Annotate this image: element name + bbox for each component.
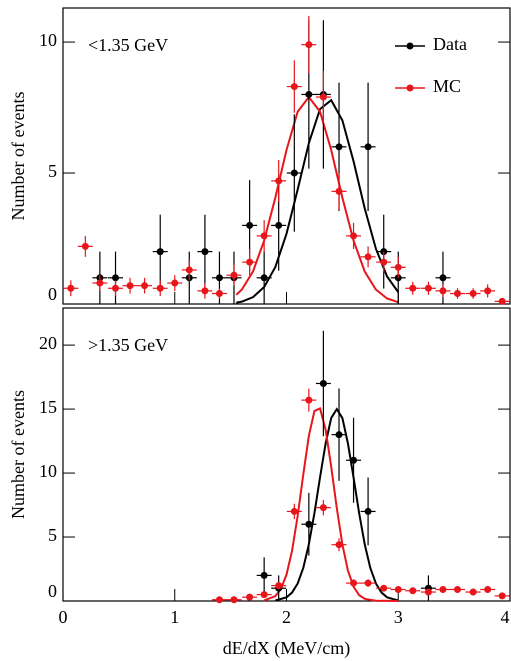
fit-curve (235, 95, 399, 304)
data-point (81, 242, 89, 250)
legend-label: Data (433, 34, 467, 54)
data-point (453, 290, 461, 298)
data-point (96, 279, 104, 287)
data-point (260, 232, 268, 240)
data-point (171, 279, 179, 287)
data-point (409, 284, 417, 292)
data-point (156, 284, 164, 292)
data-point (305, 520, 313, 528)
data-point (394, 585, 402, 593)
data-point (350, 579, 358, 587)
data-point (215, 596, 223, 604)
data-point (201, 287, 209, 295)
data-point (469, 588, 477, 596)
data-point (335, 541, 343, 549)
data-point (319, 504, 327, 512)
data-point (335, 431, 343, 439)
data-point (275, 221, 283, 229)
y-tick-label: 5 (48, 161, 57, 181)
data-point (484, 585, 492, 593)
data-point (498, 592, 506, 600)
data-point (201, 248, 209, 256)
data-point (380, 258, 388, 266)
data-point (290, 83, 298, 91)
data-point (424, 588, 432, 596)
data-point (439, 287, 447, 295)
x-axis-label: dE/dX (MeV/cm) (223, 638, 350, 659)
legend-label: MC (433, 76, 461, 96)
fit-curve (275, 407, 399, 602)
data-point (290, 507, 298, 515)
data-point (141, 282, 149, 290)
data-point (319, 379, 327, 387)
data-point (275, 582, 283, 590)
data-point (394, 263, 402, 271)
y-tick-label: 10 (39, 461, 57, 481)
data-point (67, 284, 75, 292)
data-point (275, 177, 283, 185)
panel-label: >1.35 GeV (88, 335, 168, 355)
fit-curve (263, 407, 399, 602)
data-point (260, 591, 268, 599)
data-point (215, 274, 223, 282)
data-point (409, 587, 417, 595)
data-point (319, 93, 327, 101)
legend-marker (406, 84, 414, 92)
data-point (290, 169, 298, 177)
data-point (215, 290, 223, 298)
data-point (260, 571, 268, 579)
y-tick-label: 0 (48, 284, 57, 304)
x-tick-label: 0 (59, 607, 68, 627)
data-point (364, 507, 372, 515)
data-point (335, 143, 343, 151)
data-point (185, 266, 193, 274)
data-point (350, 456, 358, 464)
data-point (498, 297, 506, 305)
y-tick-label: 20 (39, 333, 57, 353)
data-point (380, 584, 388, 592)
data-point (453, 585, 461, 593)
y-tick-label: 0 (48, 581, 57, 601)
data-point (230, 596, 238, 604)
data-point (305, 396, 313, 404)
data-point (246, 221, 254, 229)
data-point (246, 258, 254, 266)
x-tick-label: 1 (170, 607, 179, 627)
data-point (484, 287, 492, 295)
data-point (305, 41, 313, 49)
y-axis-label: Number of events (8, 390, 28, 519)
data-point (424, 284, 432, 292)
data-point (260, 274, 268, 282)
data-point (246, 593, 254, 601)
data-point (305, 90, 313, 98)
data-point (335, 187, 343, 195)
x-tick-label: 3 (394, 607, 403, 627)
legend-marker (406, 42, 414, 50)
data-point (364, 579, 372, 587)
y-tick-label: 10 (39, 30, 57, 50)
data-point (112, 274, 120, 282)
data-point (364, 253, 372, 261)
x-tick-label: 2 (282, 607, 291, 627)
data-point (126, 282, 134, 290)
data-point (469, 290, 477, 298)
data-point (439, 274, 447, 282)
y-axis-label: Number of events (8, 92, 28, 221)
data-point (364, 143, 372, 151)
data-point (350, 232, 358, 240)
y-tick-label: 5 (48, 525, 57, 545)
y-tick-label: 15 (39, 397, 57, 417)
data-point (439, 585, 447, 593)
data-point (230, 271, 238, 279)
panel-label: <1.35 GeV (88, 35, 168, 55)
fit-curve (236, 98, 400, 304)
data-point (112, 284, 120, 292)
x-tick-label: 4 (501, 607, 510, 627)
data-point (156, 248, 164, 256)
